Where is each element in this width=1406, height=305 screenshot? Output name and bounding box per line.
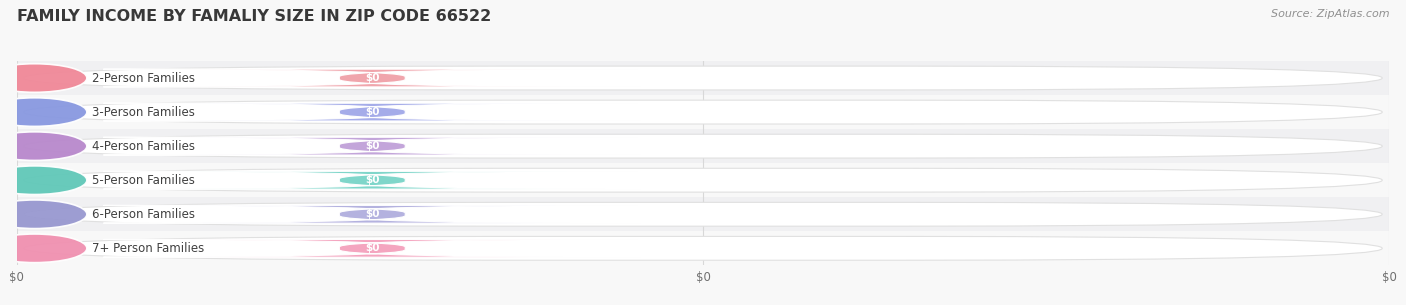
Text: $0: $0 [366,243,380,253]
Text: $0: $0 [366,209,380,219]
FancyBboxPatch shape [103,137,641,155]
FancyBboxPatch shape [103,171,641,189]
Ellipse shape [0,64,87,92]
Text: 3-Person Families: 3-Person Families [93,106,195,119]
Text: $0: $0 [366,175,380,185]
Text: $0: $0 [366,141,380,151]
Bar [17,95,1389,129]
Text: $0: $0 [366,107,380,117]
Text: FAMILY INCOME BY FAMALIY SIZE IN ZIP CODE 66522: FAMILY INCOME BY FAMALIY SIZE IN ZIP COD… [17,9,491,24]
Ellipse shape [0,98,87,126]
Text: 6-Person Families: 6-Person Families [93,208,195,221]
Text: 2-Person Families: 2-Person Families [93,72,195,84]
Ellipse shape [0,234,87,263]
Text: Source: ZipAtlas.com: Source: ZipAtlas.com [1271,9,1389,19]
Bar [17,231,1389,265]
FancyBboxPatch shape [103,69,641,87]
FancyBboxPatch shape [103,205,641,223]
FancyBboxPatch shape [24,100,1382,124]
Bar [17,129,1389,163]
Bar [17,61,1389,95]
FancyBboxPatch shape [103,103,641,121]
Ellipse shape [0,200,87,228]
FancyBboxPatch shape [24,236,1382,260]
Text: 7+ Person Families: 7+ Person Families [93,242,205,255]
Bar [17,197,1389,231]
Text: 5-Person Families: 5-Person Families [93,174,195,187]
FancyBboxPatch shape [24,66,1382,90]
FancyBboxPatch shape [103,239,641,257]
Bar [17,163,1389,197]
Text: $0: $0 [366,73,380,83]
Ellipse shape [0,166,87,195]
Text: 4-Person Families: 4-Person Families [93,140,195,152]
Ellipse shape [0,132,87,160]
FancyBboxPatch shape [24,202,1382,226]
FancyBboxPatch shape [24,134,1382,158]
FancyBboxPatch shape [24,168,1382,192]
